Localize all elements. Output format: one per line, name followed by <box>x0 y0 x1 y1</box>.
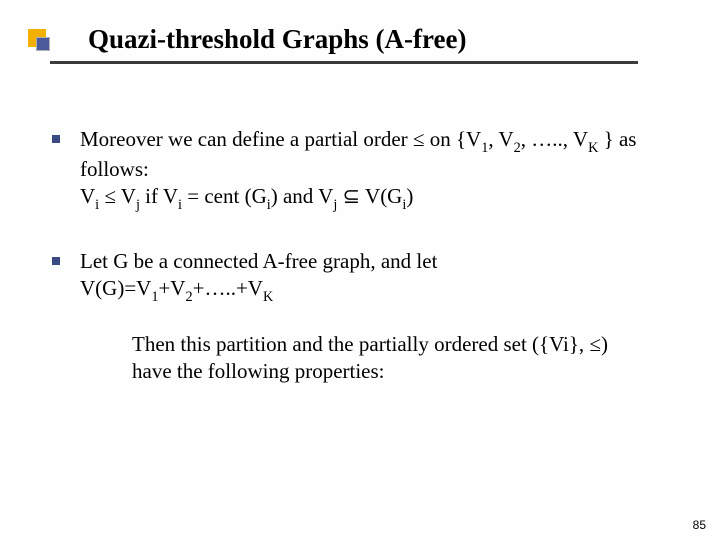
subscript: i <box>402 197 406 213</box>
bullet-item: Moreover we can define a partial order ≤… <box>52 126 672 214</box>
title-row: Quazi-threshold Graphs (A-free) <box>0 0 720 55</box>
text-fragment: Moreover we can define a partial order ≤… <box>80 127 481 151</box>
bullet-text: Moreover we can define a partial order ≤… <box>80 126 672 214</box>
subset-symbol: ⊆ <box>343 184 361 208</box>
subscript: 2 <box>514 140 521 156</box>
text-fragment: if V <box>140 184 178 208</box>
continuation-text: Then this partition and the partially or… <box>132 331 624 385</box>
subscript: i <box>95 197 99 213</box>
text-fragment: ≤ V <box>99 184 136 208</box>
subscript: 1 <box>481 140 488 156</box>
subscript: K <box>263 289 273 305</box>
text-fragment: , V <box>488 127 513 151</box>
subscript: i <box>267 197 271 213</box>
subscript: 1 <box>151 289 158 305</box>
text-fragment: Let G be a connected A-free graph, and l… <box>80 249 437 273</box>
bullet-item: Let G be a connected A-free graph, and l… <box>52 248 672 305</box>
text-fragment: ) <box>406 184 413 208</box>
slide-title: Quazi-threshold Graphs (A-free) <box>88 24 466 55</box>
text-fragment: V(G)=V <box>80 276 151 300</box>
text-fragment: V <box>80 184 95 208</box>
bullet-square-icon <box>52 257 60 265</box>
subscript: 2 <box>185 289 192 305</box>
text-fragment: +…..+V <box>193 276 263 300</box>
subscript: K <box>588 140 598 156</box>
subscript: j <box>333 197 337 213</box>
subscript: i <box>178 197 182 213</box>
title-ornament <box>28 29 50 51</box>
text-fragment: ) and V <box>271 184 334 208</box>
text-fragment: V(G <box>360 184 402 208</box>
ornament-blue-square <box>36 37 50 51</box>
text-fragment: +V <box>158 276 185 300</box>
content-area: Moreover we can define a partial order ≤… <box>0 64 720 385</box>
text-fragment: , ….., V <box>521 127 588 151</box>
subscript: j <box>136 197 140 213</box>
bullet-text: Let G be a connected A-free graph, and l… <box>80 248 437 305</box>
bullet-square-icon <box>52 135 60 143</box>
page-number: 85 <box>693 518 706 532</box>
text-fragment: = cent (G <box>182 184 267 208</box>
